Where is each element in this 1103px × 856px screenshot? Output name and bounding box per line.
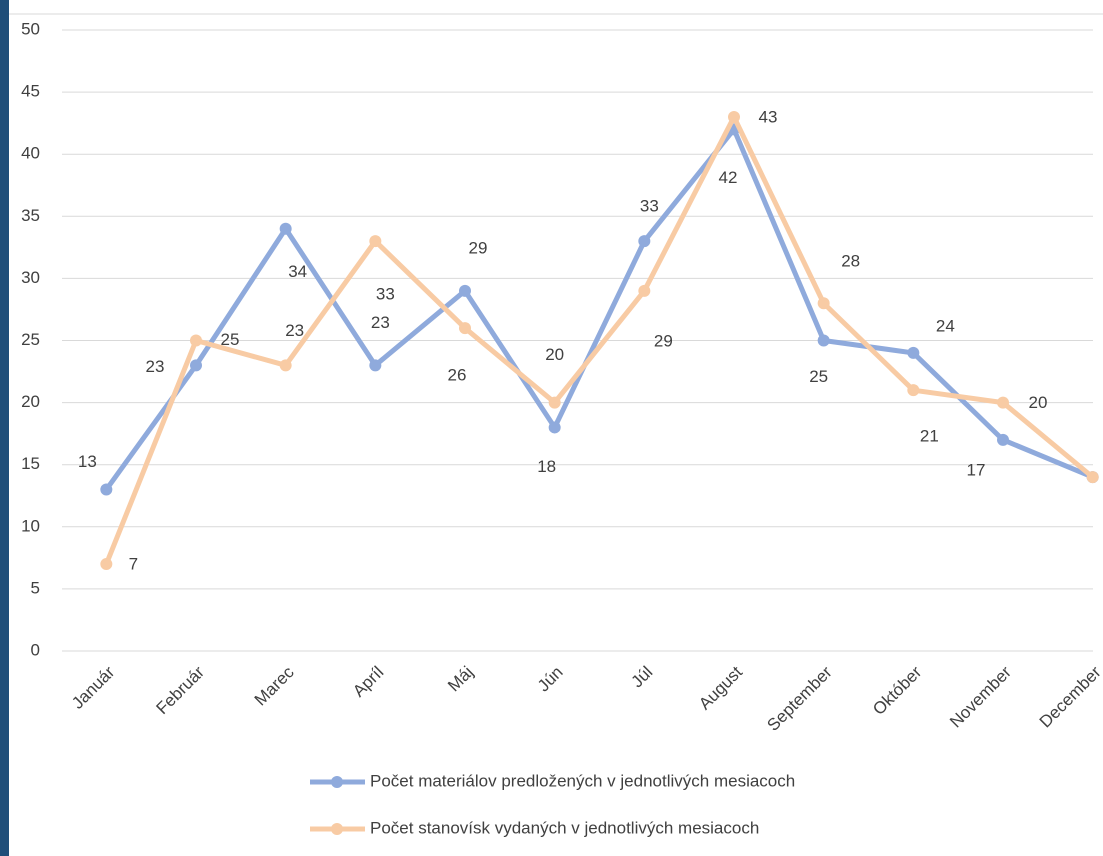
y-tick-label: 0 [31,640,40,659]
x-tick-label: Apríl [349,663,387,701]
side-border [0,0,9,856]
data-label: 18 [537,457,556,476]
marker [548,421,561,434]
data-label: 7 [129,555,138,574]
series-line [104,114,1095,565]
y-tick-label: 45 [21,82,40,101]
marker [459,284,471,297]
data-label: 29 [654,331,673,350]
series-line [104,126,1094,492]
data-label: 29 [469,238,488,257]
marker [997,396,1009,409]
data-label: 43 [759,107,778,126]
data-label: 21 [920,427,939,446]
x-tick-label: Február [152,662,208,718]
marker [459,322,471,335]
y-tick-label: 40 [21,144,40,163]
x-tick-label: Január [68,662,118,712]
data-label: 24 [936,316,955,335]
data-label: 34 [288,262,307,281]
data-label: 25 [221,330,240,349]
x-tick-label: Marec [251,662,298,709]
marker [728,110,740,123]
y-tick-label: 15 [21,454,40,473]
marker [907,346,920,359]
data-label: 17 [967,460,986,479]
y-tick-label: 30 [21,268,40,287]
data-label: 25 [809,367,828,386]
y-tick-label: 10 [21,516,40,535]
data-label: 28 [841,252,860,271]
data-label: 23 [146,357,165,376]
x-tick-label: Október [869,662,925,718]
legend-marker [331,776,343,788]
marker [190,359,202,372]
data-label: 20 [545,345,564,364]
y-tick-label: 5 [31,578,40,597]
marker [638,284,651,297]
marker [369,235,382,248]
marker [1086,471,1099,484]
marker [997,433,1009,446]
marker [907,384,920,397]
data-label: 13 [78,452,97,471]
marker [279,359,292,372]
x-tick-label: December [1036,662,1103,731]
x-tick-label: Jún [534,663,567,696]
y-tick-label: 35 [21,206,40,225]
marker [817,334,830,347]
data-label: 23 [371,313,390,332]
marker [817,297,830,310]
data-label: 20 [1029,393,1048,412]
marker [190,334,202,347]
x-tick-label: August [695,662,746,713]
x-tick-label: November [946,662,1015,731]
data-label: 23 [285,321,304,340]
x-tick-label: Júl [628,663,657,692]
data-label: 33 [376,285,395,304]
marker [548,396,561,409]
marker [100,483,113,496]
marker [369,359,382,372]
data-label: 33 [640,197,659,216]
data-label: 42 [719,168,738,187]
marker [100,558,113,571]
x-tick-label: September [763,662,835,734]
y-tick-label: 25 [21,330,40,349]
data-label: 26 [448,366,467,385]
legend-label: Počet stanovísk vydaných v jednotlivých … [370,818,759,837]
legend-marker [331,823,343,835]
y-tick-label: 20 [21,392,40,411]
marker [638,235,651,248]
legend-label: Počet materiálov predložených v jednotli… [370,771,795,790]
y-tick-label: 50 [21,19,40,38]
x-tick-label: Máj [444,663,477,696]
marker [279,222,292,235]
